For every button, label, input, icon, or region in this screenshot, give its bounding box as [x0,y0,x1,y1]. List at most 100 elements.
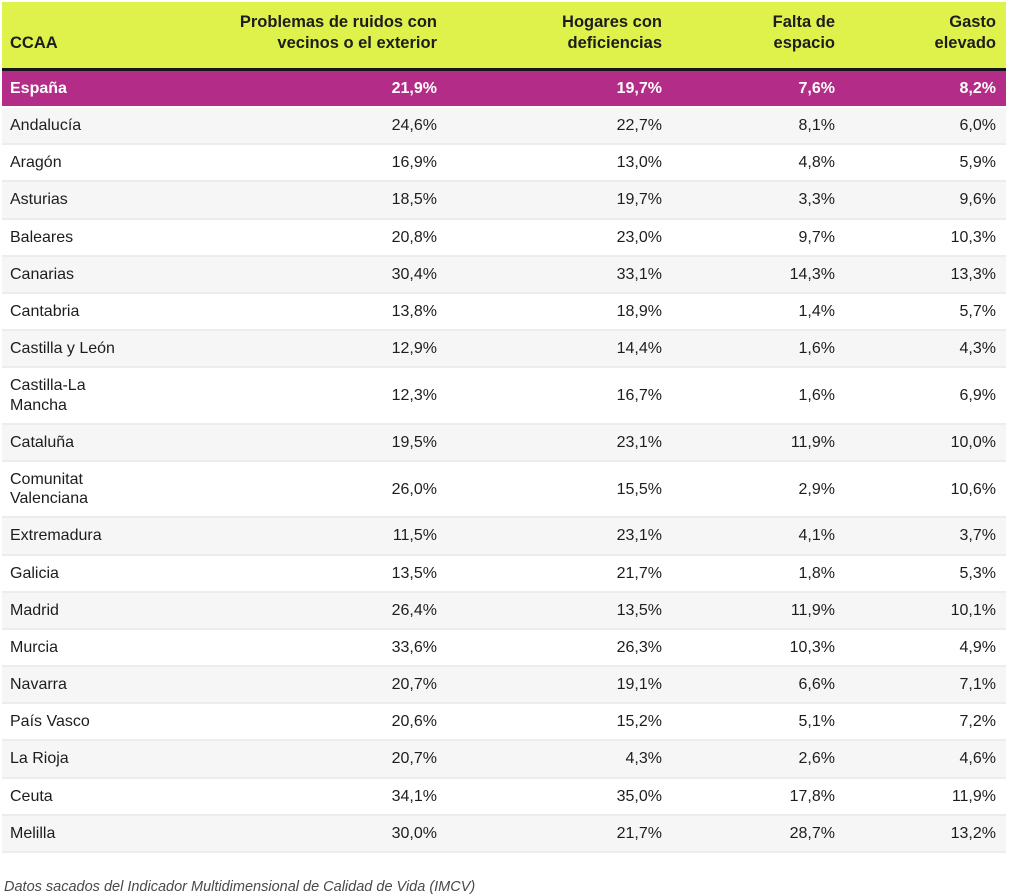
value-cell: 8,1% [798,117,835,135]
value-cell: 20,8% [391,228,437,246]
region-label: Cataluña [10,433,75,451]
value-cell: 4,1% [798,527,835,545]
table-row: Comunitat Valenciana 26,0% 15,5% 2,9% 10,6% [2,460,1006,518]
value-cell: 20,6% [391,713,437,731]
value-cell: 13,5% [616,601,662,619]
region-label: Melilla [10,824,56,842]
value-cell: 11,9% [790,433,835,451]
value-cell: 30,4% [391,265,437,283]
value-cell: 13,8% [391,303,437,320]
table-row: Galicia 13,5% 21,7% 1,8% 5,3% [2,554,1006,592]
value-cell: 35,0% [616,787,662,805]
region-label: Navarra [10,676,67,694]
value-cell: 9,6% [959,191,996,209]
value-cell: 14,3% [789,265,835,283]
value-cell: 6,6% [798,676,835,694]
value-cell: 28,7% [789,824,835,842]
value-cell: 13,2% [950,824,996,842]
value-cell: 24,6% [391,117,437,135]
column-header-ccaa: CCAA [2,2,154,71]
value-cell: 21,9% [391,79,437,97]
highlight-row-espana: España 21,9% 19,7% 7,6% 8,2% [2,69,1006,108]
value-cell: 6,9% [959,386,996,404]
value-cell: 1,8% [798,564,835,582]
value-cell: 30,0% [391,824,437,842]
region-label: Castilla-La Mancha [10,377,86,414]
footnote: Datos sacados del Indicador Multidimensi… [4,879,476,895]
table-row: Canarias 30,4% 33,1% 14,3% 13,3% [2,255,1006,293]
value-cell: 16,9% [391,154,437,172]
value-cell: 11,9% [790,601,835,619]
value-cell: 23,1% [616,527,662,545]
value-cell: 2,6% [798,750,835,768]
value-cell: 17,8% [789,787,835,805]
value-cell: 11,9% [951,787,996,805]
value-cell: 19,7% [616,191,662,209]
region-label: Galicia [10,564,59,582]
value-cell: 26,3% [616,638,662,656]
table-row: Cantabria 13,8% 18,9% 1,4% 5,7% [2,293,1006,331]
value-cell: 4,3% [625,750,662,768]
region-label: Andalucía [10,117,82,135]
region-label: La Rioja [10,750,69,768]
value-cell: 34,1% [391,787,437,805]
value-cell: 23,1% [616,433,662,451]
value-cell: 33,6% [391,638,437,656]
region-label: Canarias [10,265,75,283]
value-cell: 6,0% [959,117,996,135]
value-cell: 22,7% [616,117,662,135]
value-cell: 21,7% [616,824,662,842]
table-row: Extremadura 11,5% 23,1% 4,1% 3,7% [2,517,1006,555]
value-cell: 3,3% [798,191,835,209]
table-row: Baleares 20,8% 23,0% 9,7% 10,3% [2,218,1006,256]
table-row: Andalucía 24,6% 22,7% 8,1% 6,0% [2,107,1006,145]
value-cell: 1,4% [798,303,835,320]
value-cell: 1,6% [798,386,835,404]
data-table: CCAA Problemas de ruidos con vecinos o e… [2,2,1006,853]
value-cell: 7,1% [959,676,996,694]
value-cell: 26,0% [391,480,437,498]
table-row: La Rioja 20,7% 4,3% 2,6% 4,6% [2,740,1006,778]
value-cell: 5,7% [959,303,996,320]
region-label: Murcia [10,638,59,656]
value-cell: 15,5% [616,480,662,498]
region-label: España [10,79,67,97]
column-header-ruidos: Problemas de ruidos con vecinos o el ext… [154,2,447,71]
value-cell: 10,3% [789,638,835,656]
header-row: CCAA Problemas de ruidos con vecinos o e… [2,2,1006,71]
value-cell: 5,9% [959,154,996,172]
table-row: Melilla 30,0% 21,7% 28,7% 13,2% [2,814,1006,852]
value-cell: 15,2% [616,713,662,731]
table-row: Cataluña 19,5% 23,1% 11,9% 10,0% [2,423,1006,461]
value-cell: 19,1% [616,676,662,694]
value-cell: 33,1% [616,265,662,283]
table-row: País Vasco 20,6% 15,2% 5,1% 7,2% [2,703,1006,741]
column-header-deficiencias: Hogares con deficiencias [447,2,672,71]
value-cell: 4,9% [959,638,996,656]
region-label: Madrid [10,601,59,619]
region-label: Aragón [10,154,62,172]
column-header-falta-espacio: Falta de espacio [672,2,845,71]
value-cell: 18,5% [391,191,437,209]
region-label: Comunitat Valenciana [10,470,88,508]
value-cell: 4,3% [959,340,996,358]
value-cell: 21,7% [616,564,662,582]
value-cell: 1,6% [798,340,835,358]
value-cell: 10,0% [950,433,996,451]
value-cell: 19,7% [616,79,662,97]
value-cell: 8,2% [959,79,996,97]
table-row: Asturias 18,5% 19,7% 3,3% 9,6% [2,181,1006,219]
value-cell: 9,7% [798,228,835,246]
table-row: Castilla y León 12,9% 14,4% 1,6% 4,3% [2,330,1006,368]
region-label: Baleares [10,228,74,246]
value-cell: 10,3% [950,228,996,246]
value-cell: 26,4% [391,601,437,619]
value-cell: 2,9% [798,480,835,498]
value-cell: 4,8% [798,154,835,172]
table-row: Ceuta 34,1% 35,0% 17,8% 11,9% [2,777,1006,815]
column-header-gasto-elevado: Gasto elevado [845,2,1006,71]
region-label: Asturias [10,191,68,209]
value-cell: 7,2% [959,713,996,731]
value-cell: 11,5% [392,527,437,545]
